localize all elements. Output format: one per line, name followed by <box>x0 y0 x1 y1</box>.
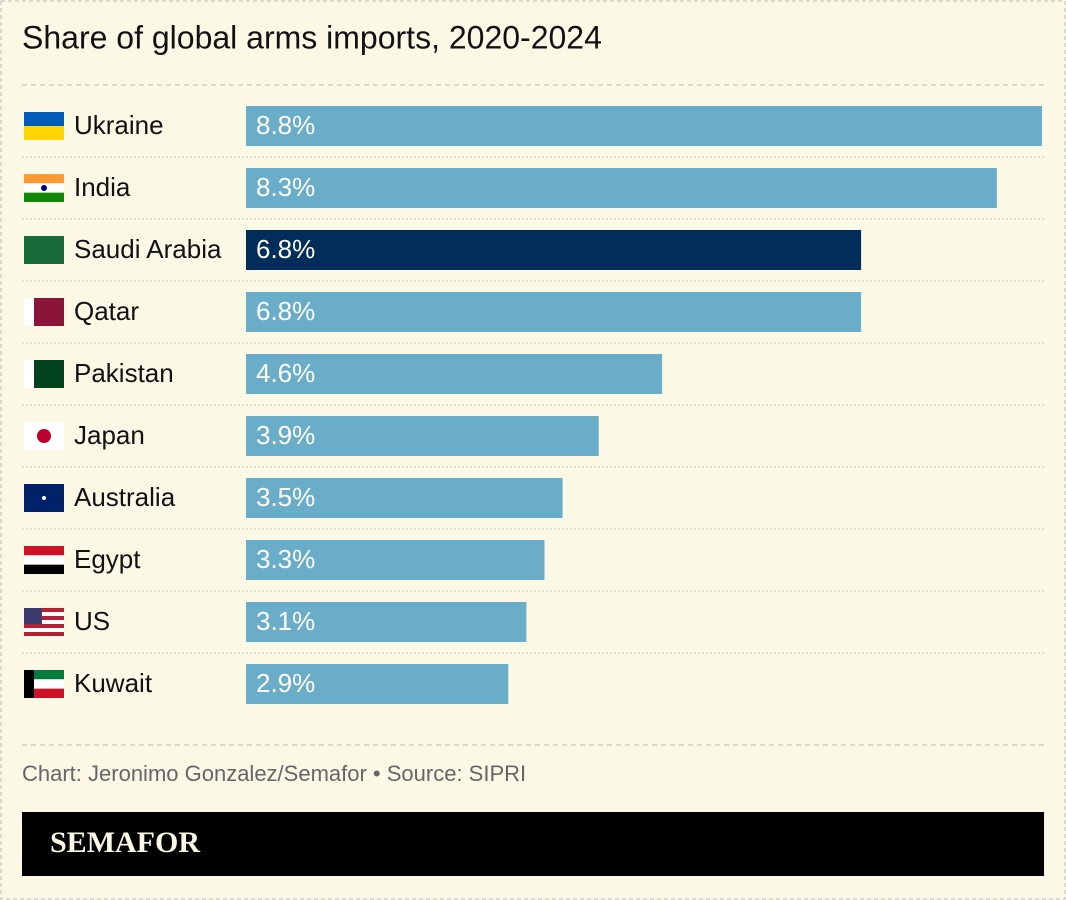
flag-stripe <box>24 174 64 184</box>
bar <box>246 602 527 642</box>
bar <box>246 354 663 394</box>
value-label: 8.3% <box>256 172 315 202</box>
flag-stripe <box>24 632 64 636</box>
flag-stripe <box>24 612 64 616</box>
category-label: Ukraine <box>74 110 164 140</box>
flag-stripe <box>24 126 64 140</box>
flag-emblem <box>42 496 46 500</box>
flag-stripe <box>24 236 64 264</box>
flag-canton <box>24 608 42 624</box>
flag-stripe <box>24 670 64 680</box>
category-label: Kuwait <box>74 668 153 698</box>
bar <box>246 106 1042 146</box>
value-label: 6.8% <box>256 296 315 326</box>
value-label: 6.8% <box>256 234 315 264</box>
flag-stripe <box>24 620 64 624</box>
value-label: 3.5% <box>256 482 315 512</box>
flag-stripe <box>24 192 64 202</box>
logo: SEMAFOR <box>50 826 200 859</box>
category-label: Saudi Arabia <box>74 234 222 264</box>
category-label: Japan <box>74 420 145 450</box>
bar <box>246 540 545 580</box>
value-label: 3.1% <box>256 606 315 636</box>
flag-emblem <box>37 429 51 443</box>
value-label: 3.9% <box>256 420 315 450</box>
flag-stripe <box>24 298 34 326</box>
flag-stripe <box>24 112 64 126</box>
value-label: 3.3% <box>256 544 315 574</box>
flag-stripe <box>24 564 64 574</box>
category-label: US <box>74 606 110 636</box>
bar <box>246 230 862 270</box>
flag-emblem <box>41 185 47 191</box>
category-label: Pakistan <box>74 358 174 388</box>
flag-stripe <box>24 546 64 556</box>
source-note: Chart: Jeronimo Gonzalez/Semafor • Sourc… <box>22 761 526 786</box>
flag-stripe <box>24 679 64 689</box>
bar <box>246 478 563 518</box>
flag-stripe <box>24 624 64 628</box>
value-label: 4.6% <box>256 358 315 388</box>
flag-stripe <box>24 608 64 612</box>
bar <box>246 168 997 208</box>
category-label: Qatar <box>74 296 139 326</box>
flag-stripe <box>24 670 34 698</box>
flag-stripe <box>24 628 64 632</box>
flag-stripe <box>24 555 64 565</box>
category-label: Australia <box>74 482 176 512</box>
bar <box>246 416 599 456</box>
bar <box>246 292 862 332</box>
value-label: 2.9% <box>256 668 315 698</box>
flag-stripe <box>24 688 64 698</box>
chart-title: Share of global arms imports, 2020-2024 <box>22 19 602 55</box>
flag-stripe <box>24 616 64 620</box>
category-label: India <box>74 172 131 202</box>
footer-bar <box>22 812 1044 876</box>
value-label: 8.8% <box>256 110 315 140</box>
bar <box>246 664 509 704</box>
flag-stripe <box>24 360 34 388</box>
category-label: Egypt <box>74 544 141 574</box>
